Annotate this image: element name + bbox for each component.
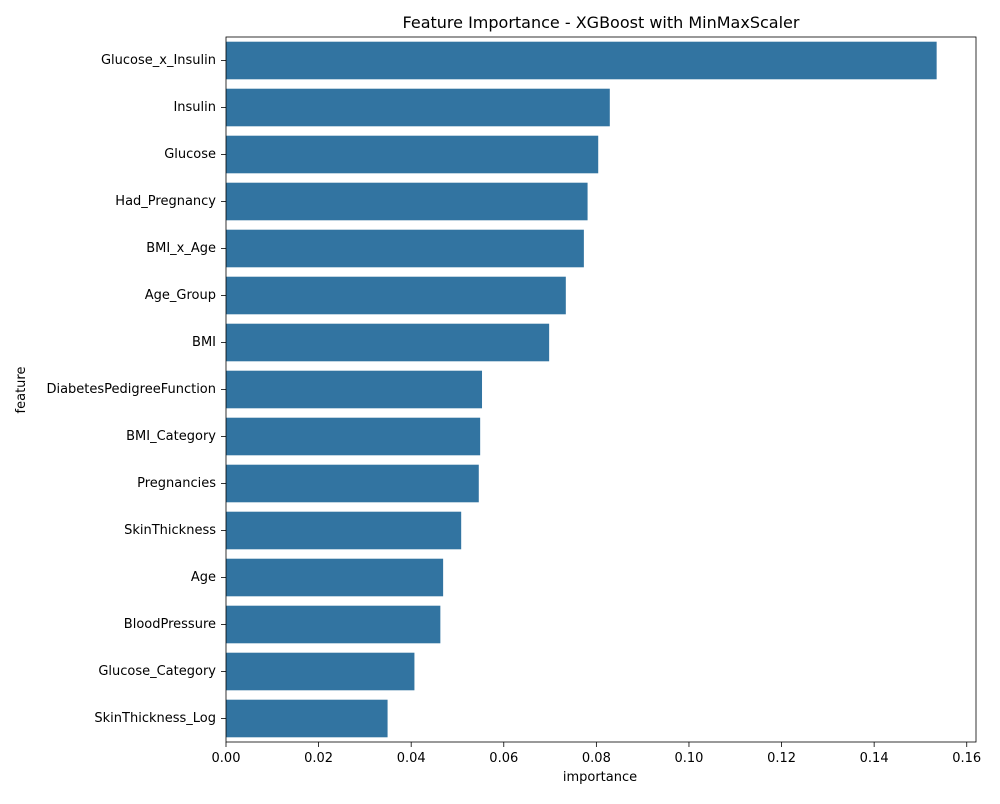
bar-bloodpressure: [226, 605, 441, 644]
bar-insulin: [226, 88, 610, 127]
bar-diabetespedigreefunction: [226, 370, 483, 409]
y-tick-label-pregnancies: Pregnancies: [137, 476, 216, 491]
bar-had-pregnancy: [226, 182, 588, 221]
y-tick-label-insulin: Insulin: [173, 100, 216, 115]
x-tick-label-0: 0.00: [212, 751, 241, 766]
bar-bmi-x-age: [226, 229, 584, 268]
bar-glucose: [226, 135, 599, 174]
y-tick-label-bmi: BMI: [192, 335, 216, 350]
y-tick-label-age-group: Age_Group: [145, 288, 216, 303]
x-tick-label-5: 0.10: [674, 751, 703, 766]
bar-skinthickness-log: [226, 699, 388, 738]
axes-layer: Glucose_x_Insulin Insulin Glucose Had_Pregn…: [46, 36, 981, 766]
bar-glucose-x-insulin: [226, 41, 937, 80]
y-tick-label-diabetespedigreefunction: DiabetesPedigreeFunction: [46, 382, 216, 397]
y-axis-label: feature: [14, 367, 29, 414]
bar-bmi: [226, 323, 550, 362]
y-tick-label-glucose-category: Glucose_Category: [98, 664, 216, 679]
y-tick-label-bmi-category: BMI_Category: [126, 429, 216, 444]
y-tick-label-age: Age: [191, 570, 216, 585]
y-tick-label-skinthickness-log: SkinThickness_Log: [94, 711, 216, 726]
bar-pregnancies: [226, 464, 479, 503]
y-tick-label-glucose-x-insulin: Glucose_x_Insulin: [101, 53, 216, 68]
plot-frame: [225, 36, 977, 743]
x-tick-label-1: 0.02: [304, 751, 333, 766]
bar-glucose-category: [226, 652, 415, 691]
x-tick-label-2: 0.04: [397, 751, 426, 766]
x-tick-label-8: 0.16: [952, 751, 981, 766]
x-tick-label-4: 0.08: [582, 751, 611, 766]
x-tick-label-7: 0.14: [860, 751, 889, 766]
x-axis-label: importance: [563, 770, 637, 785]
bar-age-group: [226, 276, 566, 315]
x-tick-label-3: 0.06: [489, 751, 518, 766]
x-tick-label-6: 0.12: [767, 751, 796, 766]
y-tick-label-had-pregnancy: Had_Pregnancy: [115, 194, 216, 209]
bar-skinthickness: [226, 511, 462, 550]
y-tick-label-bmi-x-age: BMI_x_Age: [146, 241, 216, 256]
y-tick-label-skinthickness: SkinThickness: [124, 523, 216, 538]
bars-layer: [226, 41, 937, 738]
y-tick-label-bloodpressure: BloodPressure: [124, 617, 216, 632]
chart-title: Feature Importance - XGBoost with MinMax…: [403, 13, 800, 32]
bar-age: [226, 558, 444, 597]
bar-bmi-category: [226, 417, 481, 456]
y-tick-label-glucose: Glucose: [164, 147, 216, 162]
